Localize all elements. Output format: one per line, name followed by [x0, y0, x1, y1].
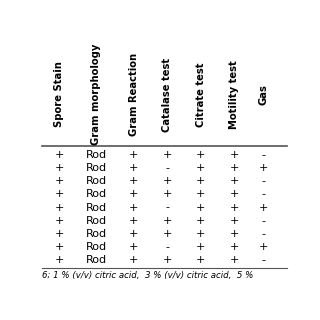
Text: Gram morphology: Gram morphology	[92, 44, 101, 145]
Text: +: +	[196, 255, 205, 266]
Text: Rod: Rod	[86, 176, 107, 186]
Text: +: +	[163, 176, 172, 186]
Text: +: +	[196, 150, 205, 160]
Text: -: -	[261, 216, 265, 226]
Text: Motility test: Motility test	[229, 60, 239, 129]
Text: -: -	[165, 203, 169, 212]
Text: +: +	[54, 216, 64, 226]
Text: +: +	[54, 189, 64, 199]
Text: +: +	[163, 150, 172, 160]
Text: +: +	[54, 229, 64, 239]
Text: +: +	[129, 203, 138, 212]
Text: -: -	[261, 255, 265, 266]
Text: +: +	[54, 203, 64, 212]
Text: +: +	[54, 242, 64, 252]
Text: Rod: Rod	[86, 229, 107, 239]
Text: +: +	[196, 242, 205, 252]
Text: +: +	[163, 189, 172, 199]
Text: Gram Reaction: Gram Reaction	[129, 53, 139, 136]
Text: +: +	[229, 189, 239, 199]
Text: -: -	[165, 163, 169, 173]
Text: Rod: Rod	[86, 150, 107, 160]
Text: +: +	[54, 163, 64, 173]
Text: +: +	[259, 163, 268, 173]
Text: +: +	[129, 229, 138, 239]
Text: +: +	[129, 255, 138, 266]
Text: -: -	[261, 150, 265, 160]
Text: +: +	[129, 150, 138, 160]
Text: +: +	[229, 163, 239, 173]
Text: +: +	[129, 216, 138, 226]
Text: Spore Stain: Spore Stain	[54, 61, 64, 127]
Text: +: +	[196, 176, 205, 186]
Text: Rod: Rod	[86, 189, 107, 199]
Text: +: +	[129, 163, 138, 173]
Text: +: +	[229, 203, 239, 212]
Text: Rod: Rod	[86, 163, 107, 173]
Text: Catalase test: Catalase test	[162, 57, 172, 132]
Text: -: -	[165, 242, 169, 252]
Text: +: +	[54, 255, 64, 266]
Text: +: +	[259, 203, 268, 212]
Text: Citrate test: Citrate test	[196, 62, 205, 127]
Text: +: +	[129, 189, 138, 199]
Text: +: +	[129, 176, 138, 186]
Text: +: +	[196, 203, 205, 212]
Text: Rod: Rod	[86, 255, 107, 266]
Text: 6; 1 % (v/v) citric acid,  3 % (v/v) citric acid,  5 %: 6; 1 % (v/v) citric acid, 3 % (v/v) citr…	[43, 271, 254, 280]
Text: Rod: Rod	[86, 216, 107, 226]
Text: +: +	[163, 255, 172, 266]
Text: +: +	[229, 242, 239, 252]
Text: Rod: Rod	[86, 242, 107, 252]
Text: +: +	[229, 229, 239, 239]
Text: Gas: Gas	[258, 84, 268, 105]
Text: Rod: Rod	[86, 203, 107, 212]
Text: +: +	[229, 176, 239, 186]
Text: +: +	[229, 150, 239, 160]
Text: +: +	[259, 242, 268, 252]
Text: +: +	[54, 176, 64, 186]
Text: +: +	[129, 242, 138, 252]
Text: +: +	[229, 255, 239, 266]
Text: -: -	[261, 176, 265, 186]
Text: -: -	[261, 229, 265, 239]
Text: +: +	[163, 216, 172, 226]
Text: -: -	[261, 189, 265, 199]
Text: +: +	[196, 163, 205, 173]
Text: +: +	[163, 229, 172, 239]
Text: +: +	[196, 189, 205, 199]
Text: +: +	[196, 216, 205, 226]
Text: +: +	[229, 216, 239, 226]
Text: +: +	[54, 150, 64, 160]
Text: +: +	[196, 229, 205, 239]
